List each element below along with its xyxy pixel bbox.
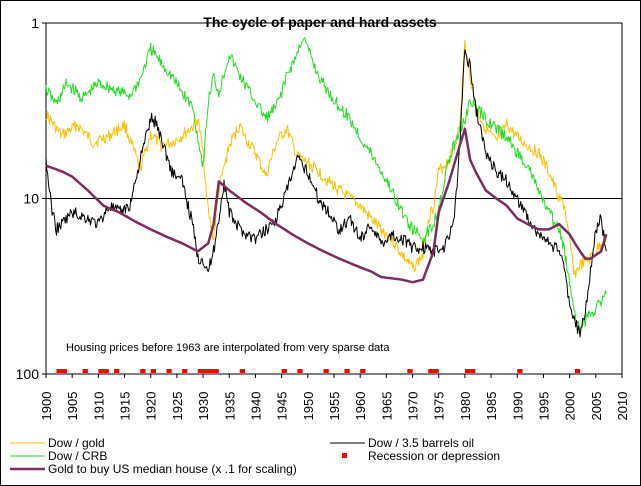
recession-marker — [517, 369, 523, 373]
legend-label: Dow / CRB — [48, 449, 107, 463]
x-tick-label: 2005 — [589, 392, 604, 421]
recession-marker — [470, 369, 476, 373]
recession-marker — [239, 369, 245, 373]
x-tick-label: 1940 — [248, 392, 263, 421]
recession-marker — [407, 369, 413, 373]
recession-marker — [344, 369, 350, 373]
recession-marker — [197, 369, 219, 373]
series-line — [45, 37, 607, 334]
recession-marker — [281, 369, 287, 373]
recession-marker — [464, 369, 471, 373]
x-tick-label: 1915 — [118, 392, 133, 421]
legend-swatch — [342, 453, 347, 458]
x-tick-label: 1935 — [222, 392, 237, 421]
legend-label: Dow / 3.5 barrels oil — [368, 436, 474, 450]
x-tick-label: 2010 — [615, 392, 630, 421]
legend-label: Dow / gold — [48, 436, 105, 450]
recession-marker — [114, 369, 120, 373]
recession-marker — [182, 369, 188, 373]
x-tick-label: 1975 — [432, 392, 447, 421]
recession-marker — [166, 369, 172, 373]
x-tick-label: 1910 — [91, 392, 106, 421]
series-line — [45, 39, 607, 279]
recession-marker — [56, 369, 67, 373]
y-tick-label: 1 — [31, 15, 39, 31]
x-tick-label: 1920 — [144, 392, 159, 421]
x-tick-label: 1965 — [379, 392, 394, 421]
recession-marker — [323, 369, 329, 373]
recession-marker — [574, 369, 581, 373]
recession-marker — [140, 369, 146, 373]
legend-label: Recession or depression — [368, 449, 500, 463]
x-tick-label: 1980 — [458, 392, 473, 421]
x-tick-label: 1900 — [39, 392, 54, 421]
x-tick-label: 1945 — [275, 392, 290, 421]
x-tick-label: 1930 — [196, 392, 211, 421]
x-tick-label: 1925 — [170, 392, 185, 421]
x-tick-label: 2000 — [563, 392, 578, 421]
recession-marker — [360, 369, 366, 373]
x-tick-label: 1985 — [484, 392, 499, 421]
x-tick-label: 1995 — [536, 392, 551, 421]
x-tick-label: 1970 — [406, 392, 421, 421]
chart-annotation: Housing prices before 1963 are interpola… — [66, 342, 390, 354]
x-tick-label: 1990 — [510, 392, 525, 421]
series-line — [45, 127, 608, 284]
chart-title: The cycle of paper and hard assets — [203, 14, 437, 30]
x-tick-label: 1955 — [327, 392, 342, 421]
recession-marker — [150, 369, 156, 373]
x-tick-label: 1960 — [353, 392, 368, 421]
legend-label: Gold to buy US median house (x .1 for sc… — [48, 462, 297, 476]
y-tick-label: 10 — [23, 191, 39, 207]
recession-marker — [428, 369, 439, 373]
recession-marker — [82, 369, 88, 373]
x-tick-label: 1905 — [65, 392, 80, 421]
x-tick-label: 1950 — [301, 392, 316, 421]
recession-marker — [297, 369, 303, 373]
series-line — [45, 49, 607, 338]
recession-marker — [98, 369, 109, 373]
y-tick-label: 100 — [16, 366, 40, 382]
